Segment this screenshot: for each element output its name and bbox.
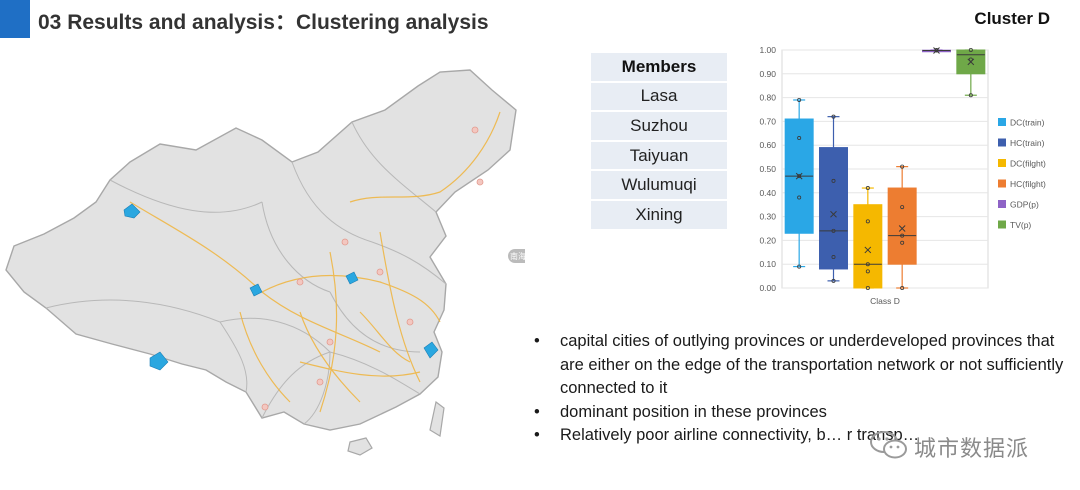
box-3 (853, 204, 883, 289)
member-taiyuan: Taiyuan (591, 140, 727, 172)
legend-swatch (998, 159, 1006, 167)
south-sea-badge-label: 南海诸岛 (510, 251, 525, 261)
box-point (968, 57, 973, 62)
box-mean-marker (795, 172, 803, 180)
table-row: Wulumuqi (591, 170, 727, 201)
table-row: Xining (591, 199, 727, 231)
box-point (900, 233, 905, 238)
y-tick-label: 0.60 (759, 140, 776, 150)
box-point (831, 178, 836, 183)
box-point (831, 278, 836, 283)
member-wulumuqi: Wulumuqi (591, 170, 727, 201)
member-xining: Xining (591, 199, 727, 231)
box-mean-marker (898, 225, 906, 232)
map-province-borders (45, 121, 447, 425)
city-lasa-marker (149, 351, 169, 371)
box-point (797, 174, 802, 179)
box-point (831, 255, 836, 260)
legend-label: HC(filght) (1010, 179, 1046, 189)
y-tick-label: 1.00 (759, 45, 776, 55)
box-point (900, 164, 905, 169)
bullet-list: capital cities of outlying provinces or … (532, 330, 1072, 448)
members-heading: Members (591, 53, 727, 83)
city-taiyuan-marker (345, 271, 359, 285)
box-point (865, 262, 870, 267)
box-plot-chart: 0.00 0.10 0.20 0.30 0.40 0.50 0.60 0.70 0.80 0.90… (759, 45, 1046, 306)
legend-swatch (998, 118, 1006, 126)
legend-swatch (998, 200, 1006, 208)
legend-label: GDP(p) (1010, 200, 1039, 210)
table-row: Suzhou (591, 111, 727, 142)
y-tick-label: 0.00 (759, 283, 776, 293)
legend-label: TV(p) (1010, 220, 1031, 230)
map-hainan-island (347, 437, 373, 456)
legend-label: HC(train) (1010, 138, 1045, 148)
box-point (968, 93, 973, 98)
china-map: 南海诸岛 (5, 69, 525, 456)
page-title: 03 Results and analysis：Clustering analy… (38, 11, 489, 34)
box-point (797, 97, 802, 102)
box-point (900, 240, 905, 245)
y-tick-label: 0.20 (759, 235, 776, 245)
y-tick-label: 0.90 (759, 69, 776, 79)
box-mean-marker (830, 210, 837, 218)
box-point (900, 285, 905, 290)
table-row: Lasa (591, 81, 727, 113)
box-2 (819, 147, 848, 270)
box-point (968, 47, 973, 52)
title-accent-bar (0, 0, 30, 38)
y-tick-label: 0.40 (759, 188, 776, 198)
cluster-label: Cluster D (974, 9, 1050, 28)
box-point (865, 219, 870, 224)
box-mean-marker (967, 58, 975, 66)
box-mean-marker (864, 246, 872, 254)
legend-label: DC(filght) (1010, 159, 1046, 169)
box-mean-marker (933, 47, 940, 54)
y-tick-label: 0.80 (759, 93, 776, 103)
legend-swatch (998, 220, 1006, 229)
box-point (831, 228, 836, 233)
box-point (900, 205, 905, 210)
city-suzhou-marker (423, 341, 439, 359)
legend-swatch (998, 138, 1006, 147)
box-point (865, 269, 870, 274)
box-point (797, 195, 802, 200)
south-sea-badge: 南海诸岛 (508, 249, 525, 263)
map-highlighted-cities (123, 203, 439, 371)
legend-label: DC(train) (1010, 118, 1045, 128)
y-tick-label: 0.30 (759, 212, 776, 222)
bullet-item: dominant position in these provinces (532, 401, 1072, 425)
map-transport-network (129, 111, 501, 413)
box-4 (887, 187, 917, 265)
box-point (934, 47, 939, 52)
y-tick-label: 0.10 (759, 259, 776, 269)
members-table: Members Lasa Suzhou Taiyuan Wulumuqi Xin… (591, 53, 727, 231)
y-tick-label: 0.50 (759, 164, 776, 174)
member-lasa: Lasa (591, 81, 727, 113)
map-city-markers (261, 126, 484, 411)
legend-swatch (998, 179, 1006, 188)
members-table-header: Members (591, 53, 727, 83)
box-point (797, 136, 802, 141)
box-point (797, 264, 802, 269)
city-wulumuqi-marker (123, 203, 141, 219)
box-point (865, 285, 870, 290)
bullet-item: Relatively poor airline connectivity, b…… (532, 424, 1072, 448)
map-country-outline (5, 69, 517, 431)
box-point (865, 186, 870, 191)
member-suzhou: Suzhou (591, 111, 727, 142)
y-tick-label: 0.70 (759, 116, 776, 126)
watermark: 城市数据派 (868, 428, 1058, 462)
watermark-text: 城市数据派 (914, 437, 1030, 462)
city-xining-marker (249, 283, 263, 297)
map-taiwan-island (429, 400, 445, 437)
wechat-icon (870, 431, 907, 459)
box-point (831, 114, 836, 119)
table-row: Taiyuan (591, 140, 727, 172)
bullet-item: capital cities of outlying provinces or … (532, 330, 1072, 401)
x-axis-label: Class D (870, 296, 900, 306)
